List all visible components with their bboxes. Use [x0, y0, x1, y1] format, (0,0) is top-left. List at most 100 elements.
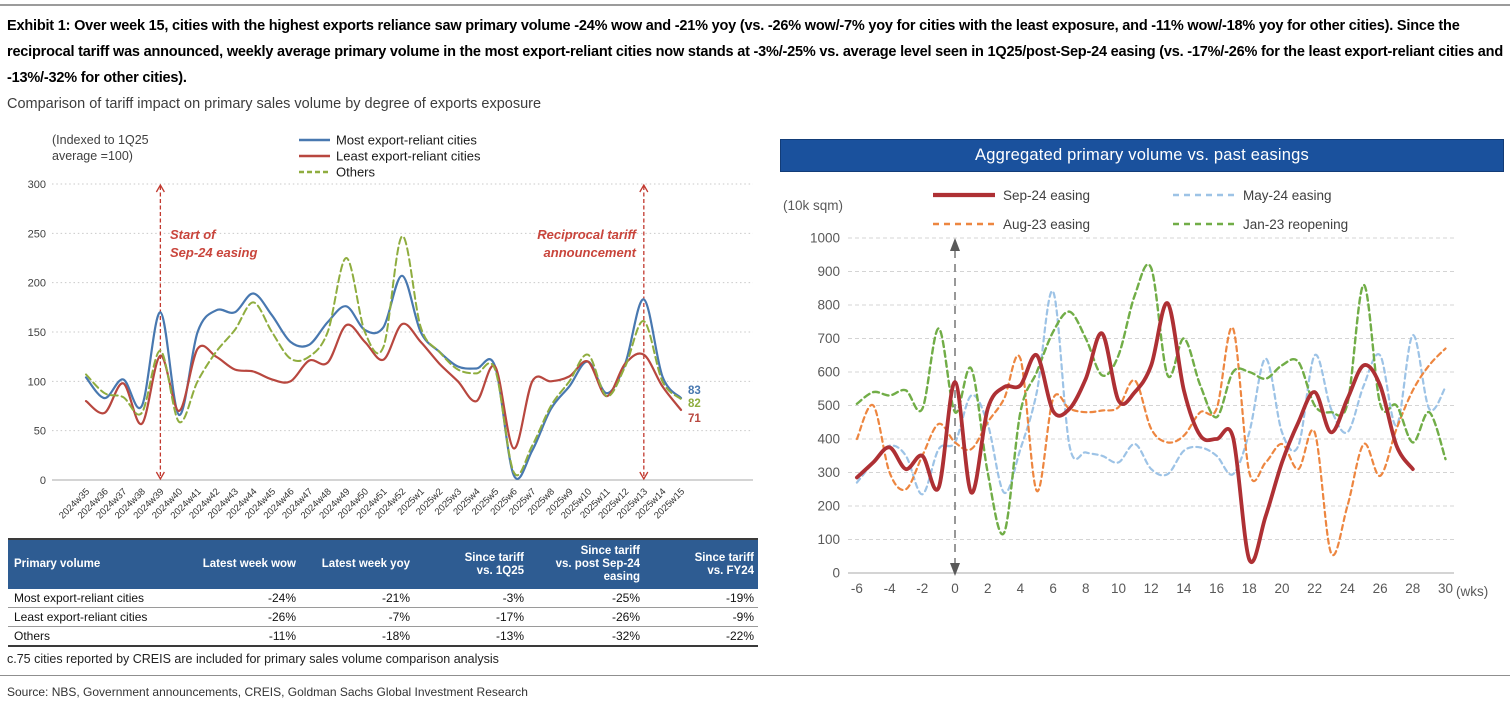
series-line	[855, 263, 1447, 536]
table-value-cell: -24%	[267, 591, 296, 605]
series-line	[84, 322, 683, 450]
series-line	[855, 326, 1447, 557]
y-axis-tick: 100	[817, 532, 840, 547]
x-axis-tick: 20	[1274, 581, 1289, 596]
table-value-cell: -9%	[644, 607, 758, 627]
table-row: Others -11% -18% -13% -32% -22%	[8, 626, 758, 646]
y-axis-tick: 0	[832, 566, 840, 581]
y-axis-tick: 0	[40, 475, 46, 487]
legend-label: Jan-23 reopening	[1243, 217, 1348, 232]
table-row-label: Others	[8, 626, 186, 646]
exhibit-title: Exhibit 1: Over week 15, cities with the…	[7, 18, 1503, 86]
y-axis-tick: 300	[817, 465, 840, 480]
y-axis-tick: 100	[28, 376, 46, 388]
legend-label: Others	[336, 165, 376, 180]
table-value-cell: -26%	[528, 607, 644, 627]
annotation-reciprocal-tariff: Reciprocal tariff announcement	[537, 227, 636, 260]
arrow-up-icon	[155, 183, 165, 193]
y-axis-tick: 250	[28, 228, 46, 240]
series-end-value: 83	[688, 385, 701, 397]
table-value-cell: -32%	[528, 626, 644, 646]
table-row: Least export-reliant cities -26% -7% -17% -2…	[8, 607, 758, 627]
x-axis-tick: 14	[1176, 581, 1192, 596]
table-row-label: Most export-reliant cities	[14, 591, 145, 605]
y-axis-tick: 900	[817, 264, 840, 279]
table-value-cell: -19%	[725, 591, 754, 605]
left-line-chart: 0501001502002503002024w352024w362024w372…	[28, 133, 753, 521]
x-axis-tick: 16	[1209, 581, 1224, 596]
top-divider	[0, 4, 1510, 6]
table-value-cell: -7%	[300, 607, 414, 627]
arrow-up-icon	[950, 238, 960, 251]
y-axis-tick: 800	[817, 298, 840, 313]
y-axis-tick: 400	[817, 432, 840, 447]
table-header-cell: Since tariff vs. 1Q25	[414, 539, 528, 589]
legend-label: May-24 easing	[1243, 188, 1332, 203]
x-axis-tick: -2	[916, 581, 928, 596]
y-axis-tick: 1000	[810, 231, 840, 246]
x-axis-tick: 6	[1049, 581, 1057, 596]
table-header-cell: Since tariff vs. FY24	[644, 539, 758, 589]
table-row-label: Least export-reliant cities	[8, 607, 186, 627]
table-value-cell: -22%	[644, 626, 758, 646]
table-header-cell: Since tariff vs. post Sep-24 easing	[528, 539, 644, 589]
left-chart-axis-unit: (Indexed to 1Q25 average =100)	[52, 132, 149, 164]
x-axis-tick: 8	[1082, 581, 1090, 596]
y-axis-tick: 300	[28, 179, 46, 191]
table-value-cell: -21%	[381, 591, 410, 605]
right-chart-axis-unit: (10k sqm)	[783, 198, 844, 213]
series-line	[85, 235, 682, 477]
left-chart-axis-unit-line2: average =100)	[52, 149, 133, 163]
table-value-cell: -3%	[502, 591, 524, 605]
series-end-value: 71	[688, 413, 701, 425]
x-axis-tick: 12	[1144, 581, 1159, 596]
x-axis-tick: 10	[1111, 581, 1126, 596]
footer-divider	[0, 675, 1510, 676]
x-axis-tick: 0	[951, 581, 959, 596]
table-value-cell: -17%	[414, 607, 528, 627]
table-value-cell: -25%	[611, 591, 640, 605]
y-axis-tick: 150	[28, 327, 46, 339]
y-axis-tick: 200	[817, 499, 840, 514]
x-axis-tick: 26	[1373, 581, 1388, 596]
y-axis-tick: 600	[817, 365, 840, 380]
x-axis-tick: 30	[1438, 581, 1453, 596]
source-attribution: Source: NBS, Government announcements, C…	[7, 685, 528, 699]
arrow-down-icon	[950, 563, 960, 576]
annotation-sep24-easing: Start of Sep-24 easing	[170, 227, 258, 260]
right-chart-x-unit: (wks)	[1456, 584, 1489, 599]
y-axis-tick: 200	[28, 278, 46, 290]
legend-label: Sep-24 easing	[1003, 188, 1090, 203]
legend-label: Most export-reliant cities	[336, 133, 477, 148]
legend-label: Aug-23 easing	[1003, 217, 1090, 232]
right-chart-title: Aggregated primary volume vs. past easin…	[780, 139, 1504, 172]
x-axis-tick: -4	[884, 581, 896, 596]
table-value-cell: -13%	[414, 626, 528, 646]
table-value-cell: -11%	[186, 626, 300, 646]
table-header-cell: Latest week wow	[186, 539, 300, 589]
y-axis-tick: 500	[817, 398, 840, 413]
table-header-cell: Latest week yoy	[300, 539, 414, 589]
y-axis-tick: 50	[34, 426, 46, 438]
arrow-down-icon	[155, 471, 165, 481]
x-axis-tick: 2	[984, 581, 992, 596]
series-end-value: 82	[688, 398, 701, 410]
series-line	[855, 301, 1415, 564]
table-value-cell: -26%	[186, 607, 300, 627]
exhibit-subtitle: Comparison of tariff impact on primary s…	[7, 96, 542, 112]
legend-label: Least export-reliant cities	[336, 149, 481, 164]
x-axis-tick: 18	[1242, 581, 1257, 596]
x-axis-tick: 4	[1017, 581, 1025, 596]
y-axis-tick: 700	[817, 331, 840, 346]
x-axis-tick: 28	[1405, 581, 1420, 596]
right-line-chart: 0 100 200 300 400 500 600 700 800 900 1000 -6 -4 -2 0 2…	[810, 188, 1454, 596]
x-axis-tick: 22	[1307, 581, 1322, 596]
table-value-cell: -18%	[300, 626, 414, 646]
table-header-cell: Primary volume	[8, 539, 186, 589]
x-axis-tick: -6	[851, 581, 863, 596]
x-axis-tick: 24	[1340, 581, 1356, 596]
left-chart-axis-unit-line1: (Indexed to 1Q25	[52, 133, 149, 147]
series-line	[855, 290, 1447, 496]
summary-table: Primary volume Latest week wow Latest week…	[8, 538, 758, 647]
arrow-down-icon	[639, 471, 649, 481]
